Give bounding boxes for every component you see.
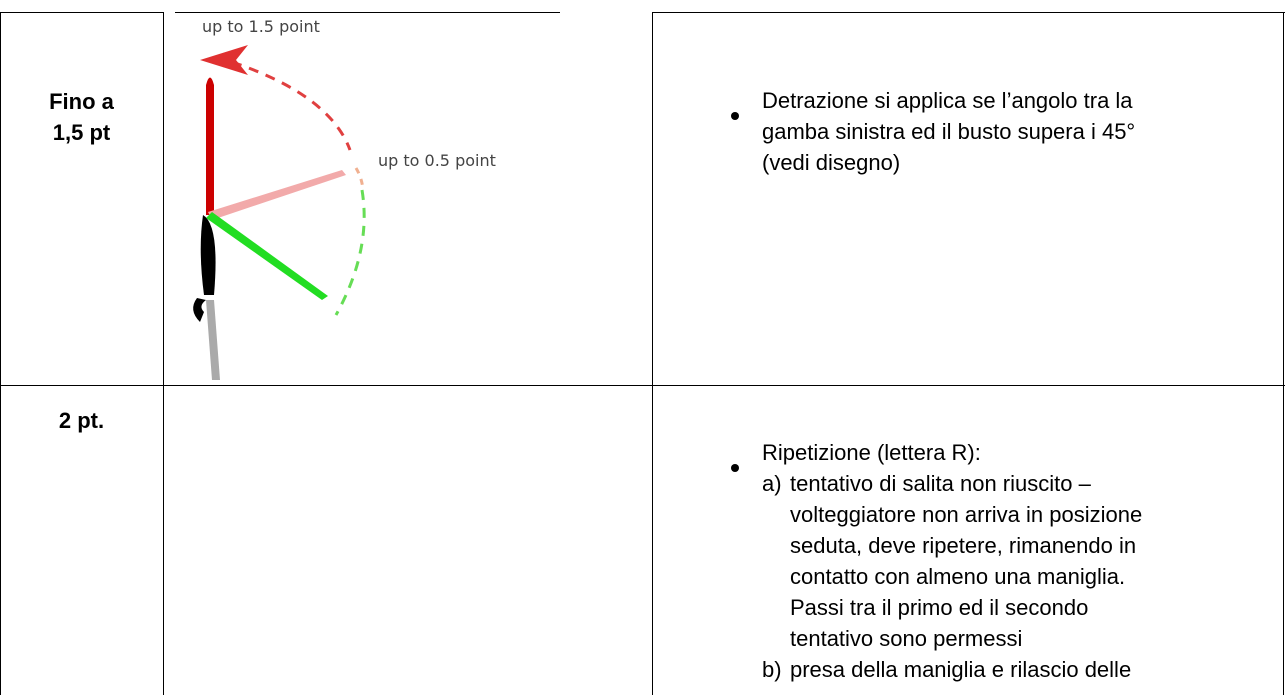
table-border [1283,12,1284,695]
figure-label: up to 0.5 point [378,151,496,170]
item-line: presa della maniglia e rilascio delle [790,657,1132,682]
table-border [652,12,653,695]
figure: up to 1.5 point up to 0.5 point [193,17,496,380]
item-marker: a) [762,471,782,496]
item-line: seduta, deve ripetere, rimanendo in [790,533,1137,558]
item-line: tentativo sono permessi [790,626,1023,651]
table-border [652,12,1285,13]
table-border [175,12,560,13]
item-marker: b) [762,657,782,682]
points-label: 1,5 pt [52,120,111,145]
figure-label: up to 1.5 point [202,17,320,36]
description-line: Detrazione si applica se l’angolo tra la [762,88,1133,113]
points-label: 2 pt. [58,408,105,433]
item-line: volteggiatore non arriva in posizione [790,502,1143,527]
table-border [0,12,163,13]
item-line: Passi tra il primo ed il secondo [790,595,1089,620]
table-border [0,12,1,695]
description-line: Ripetizione (lettera R): [762,440,981,465]
description-line: gamba sinistra ed il busto supera i 45° [762,119,1136,144]
table-border [0,385,1285,386]
item-line: contatto con almeno una maniglia. [790,564,1126,589]
bullet [731,464,739,472]
table-border [163,12,164,695]
points-label: Fino a [49,89,114,114]
bullet [731,112,739,120]
description-line: (vedi disegno) [762,150,901,175]
item-line: tentativo di salita non riuscito – [790,471,1091,496]
